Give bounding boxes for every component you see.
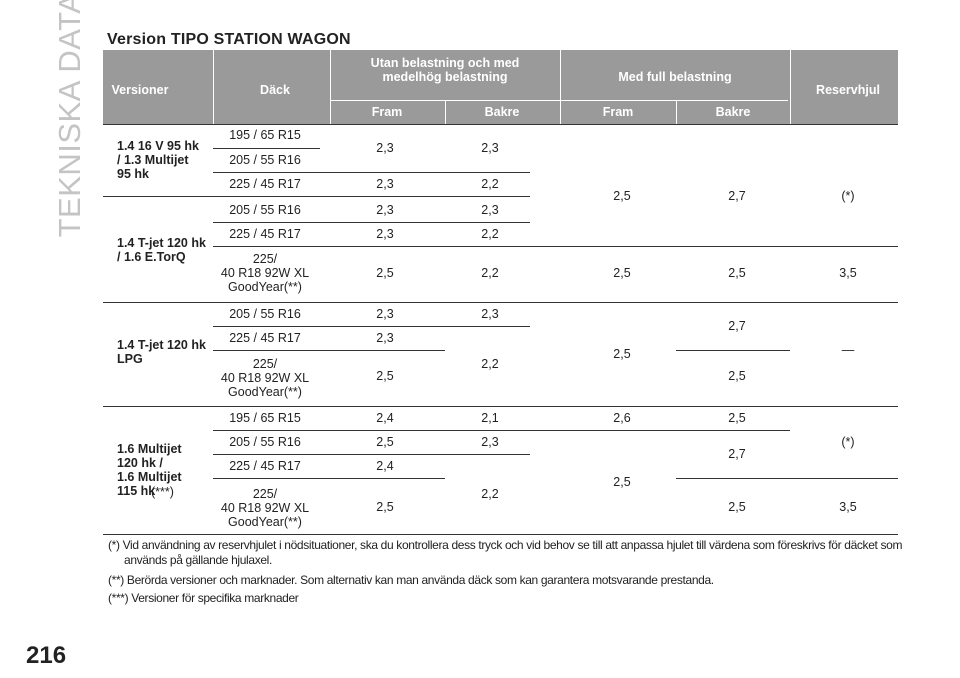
row-line: [213, 246, 898, 247]
table-cell: 2,5: [376, 500, 394, 514]
table-cell: 225 / 45 R17: [229, 177, 301, 191]
table-cell: 2,5: [613, 475, 631, 489]
column-header: Med full belastning: [618, 70, 732, 84]
row-line: [103, 534, 898, 535]
header-divider: [445, 100, 446, 124]
row-line: [676, 478, 898, 479]
subcolumn-header: Fram: [602, 105, 634, 119]
table-cell: 2,3: [481, 307, 499, 321]
table-cell: 2,3: [376, 203, 394, 217]
header-divider: [790, 50, 791, 124]
table-cell: 205 / 55 R16: [229, 307, 301, 321]
table-cell: 2,7: [728, 189, 746, 203]
row-line: [103, 406, 898, 407]
table-cell: 205 / 55 R16: [229, 153, 301, 167]
footnote: (**) Berörda versioner och marknader. So…: [108, 573, 714, 587]
row-line: [103, 124, 898, 125]
header-divider: [213, 50, 214, 124]
row-line: [213, 454, 530, 455]
table-cell: 2,3: [376, 331, 394, 345]
table-cell: 205 / 55 R16: [229, 435, 301, 449]
table-cell: 2,2: [481, 227, 499, 241]
table-cell: 3,5: [839, 500, 857, 514]
table-cell: 2,3: [481, 435, 499, 449]
table-cell: 2,5: [376, 369, 394, 383]
table-cell: 2,5: [728, 500, 746, 514]
side-label: TEKNISKA DATA: [52, 0, 87, 238]
subcolumn-header: Bakre: [715, 105, 751, 119]
row-line: [213, 172, 530, 173]
table-cell: 3,5: [839, 266, 857, 280]
row-line: [676, 350, 790, 351]
header-divider: [676, 100, 677, 124]
table-cell: 2,2: [481, 487, 499, 501]
table-cell: 2,6: [613, 411, 631, 425]
column-header: Reservhjul: [816, 83, 880, 97]
table-cell: (*): [841, 189, 855, 203]
footnote: (***) Versioner för specifika marknader: [108, 591, 299, 605]
table-cell: 2,1: [481, 411, 499, 425]
table-cell: 2,2: [481, 177, 499, 191]
row-line: [103, 196, 530, 197]
header-divider: [560, 50, 561, 124]
table-cell: 225 / 45 R17: [229, 227, 301, 241]
table-cell: (***): [151, 485, 174, 499]
row-line: [213, 148, 320, 149]
table-cell: —: [841, 343, 855, 357]
table-cell: 2,2: [481, 266, 499, 280]
table-cell: 2,3: [481, 203, 499, 217]
table-cell: 2,5: [376, 435, 394, 449]
row-line: [213, 222, 530, 223]
header-background: [103, 50, 898, 124]
table-cell: 225/ 40 R18 92W XL GoodYear(**): [220, 252, 310, 294]
table-cell: 1.4 16 V 95 hk / 1.3 Multijet 95 hk: [117, 139, 200, 181]
table-cell: 2,5: [376, 266, 394, 280]
row-line: [213, 350, 445, 351]
table-cell: 205 / 55 R16: [229, 203, 301, 217]
table-cell: 2,3: [376, 307, 394, 321]
table-cell: 1.4 T-jet 120 hk / 1.6 E.TorQ: [117, 236, 206, 264]
table-cell: 2,5: [613, 189, 631, 203]
column-header: Versioner: [111, 83, 169, 97]
column-header: Däck: [260, 83, 290, 97]
table-cell: 225/ 40 R18 92W XL GoodYear(**): [220, 357, 310, 399]
row-line: [103, 302, 898, 303]
table-cell: (*): [841, 435, 855, 449]
row-line: [213, 478, 445, 479]
table-cell: 2,5: [728, 369, 746, 383]
table-cell: 195 / 65 R15: [229, 128, 301, 142]
table-cell: 2,5: [613, 266, 631, 280]
row-line: [213, 430, 790, 431]
table-cell: 2,5: [613, 347, 631, 361]
table-cell: 2,2: [481, 357, 499, 371]
page-number: 216: [26, 642, 67, 669]
table-cell: 195 / 65 R15: [229, 411, 301, 425]
table-cell: 2,3: [376, 177, 394, 191]
table-cell: 1.4 T-jet 120 hk LPG: [117, 338, 206, 366]
column-header: Utan belastning och med medelhög belastn…: [370, 56, 520, 84]
table-cell: 225 / 45 R17: [229, 459, 301, 473]
table-cell: 2,3: [376, 141, 394, 155]
footnote: (*) Vid användning av reservhjulet i nöd…: [108, 538, 903, 567]
header-divider: [330, 100, 788, 101]
table-cell: 2,5: [728, 266, 746, 280]
row-line: [213, 326, 530, 327]
table-cell: 1.6 Multijet 120 hk / 1.6 Multijet 115 h…: [117, 442, 182, 498]
table-cell: 2,5: [728, 411, 746, 425]
table-cell: 2,4: [376, 411, 394, 425]
header-divider: [330, 50, 331, 124]
table-cell: 225 / 45 R17: [229, 331, 301, 345]
table-cell: 2,4: [376, 459, 394, 473]
table-cell: 2,7: [728, 319, 746, 333]
subcolumn-header: Fram: [371, 105, 403, 119]
table-cell: 225/ 40 R18 92W XL GoodYear(**): [220, 487, 310, 529]
subcolumn-header: Bakre: [484, 105, 520, 119]
table-cell: 2,7: [728, 447, 746, 461]
table-cell: 2,3: [481, 141, 499, 155]
table-cell: 2,3: [376, 227, 394, 241]
title: Version TIPO STATION WAGON: [107, 31, 351, 48]
